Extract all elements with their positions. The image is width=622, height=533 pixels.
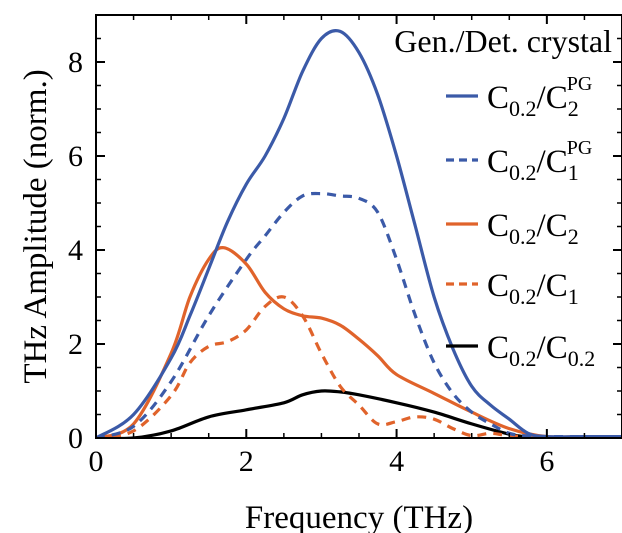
- legend-item: C0.2/C0.2: [446, 330, 595, 371]
- y-tick-label: 4: [68, 234, 83, 267]
- x-tick-label: 6: [539, 445, 554, 478]
- legend-label-tail-sub: 2: [568, 96, 579, 121]
- legend-label-base-sub: 0.2: [509, 224, 537, 249]
- legend-label-sep: /: [537, 80, 547, 116]
- legend-item: C0.2/C1: [446, 268, 579, 309]
- x-tick-label: 2: [239, 445, 254, 478]
- legend-label-tail: C: [546, 144, 568, 180]
- legend-label-base: C: [487, 80, 509, 116]
- legend-label-sep: /: [537, 268, 547, 304]
- legend-label-base: C: [487, 268, 509, 304]
- x-axis-label: Frequency (THz): [245, 500, 473, 533]
- legend-label-base-sub: 0.2: [509, 160, 537, 185]
- legend-label: C0.2/C1PG: [487, 137, 592, 185]
- legend-label-base-sub: 0.2: [509, 96, 537, 121]
- legend-label-sep: /: [537, 208, 547, 244]
- y-tick-label: 0: [68, 422, 83, 455]
- legend-item: C0.2/C2PG: [446, 73, 592, 121]
- legend-label-sep: /: [537, 144, 547, 180]
- legend-label-tail-sub: 2: [568, 224, 579, 249]
- series-line-1: [96, 29, 622, 438]
- legend-label-tail-sup: PG: [567, 137, 593, 159]
- legend-label-tail-sub: 1: [568, 160, 579, 185]
- legend-label-base-sub: 0.2: [509, 284, 537, 309]
- series-line-3: [96, 246, 622, 438]
- series-line-5: [96, 389, 622, 438]
- y-tick-label: 2: [68, 328, 83, 361]
- series-line-4: [96, 295, 622, 438]
- legend-label-base: C: [487, 144, 509, 180]
- legend-item: C0.2/C2: [446, 208, 579, 249]
- y-tick-label: 8: [68, 46, 83, 79]
- legend-label: C0.2/C1: [487, 268, 579, 309]
- x-tick-label: 0: [89, 445, 104, 478]
- legend-label: C0.2/C2: [487, 208, 579, 249]
- y-tick-label: 6: [68, 140, 83, 173]
- legend-label: C0.2/C0.2: [487, 330, 595, 371]
- legend-label-tail-sub: 0.2: [568, 346, 596, 371]
- legend-label-tail: C: [546, 268, 568, 304]
- legend-label: C0.2/C2PG: [487, 73, 592, 121]
- series-line-2: [96, 191, 622, 438]
- legend-label-tail: C: [546, 330, 568, 366]
- legend-label-base-sub: 0.2: [509, 346, 537, 371]
- legend-label-tail-sub: 1: [568, 284, 579, 309]
- legend-label-tail-sup: PG: [567, 73, 593, 95]
- legend-title: Gen./Det. crystal: [394, 23, 612, 59]
- legend: C0.2/C2PGC0.2/C1PGC0.2/C2C0.2/C1C0.2/C0.…: [446, 73, 595, 371]
- legend-label-base: C: [487, 330, 509, 366]
- legend-label-tail: C: [546, 208, 568, 244]
- legend-item: C0.2/C1PG: [446, 137, 592, 185]
- legend-label-tail: C: [546, 80, 568, 116]
- ticks-layer: 0 2 4 6 0 2 4 6 8: [68, 14, 622, 478]
- legend-label-sep: /: [537, 330, 547, 366]
- x-tick-label: 4: [389, 445, 404, 478]
- legend-label-base: C: [487, 208, 509, 244]
- series-layer: [96, 29, 622, 438]
- y-axis-label: THz Amplitude (norm.): [18, 69, 54, 383]
